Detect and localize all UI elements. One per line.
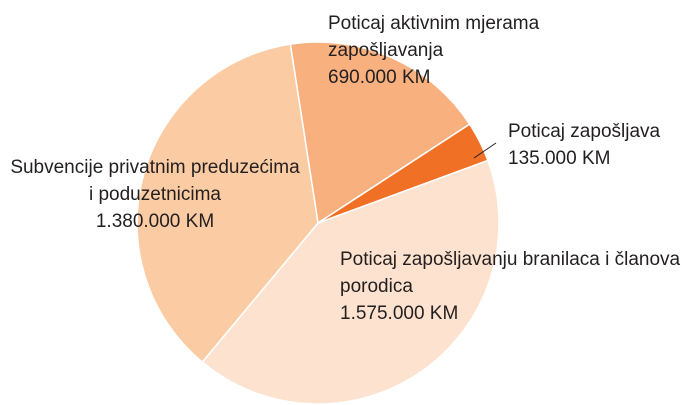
slice-value: 690.000 KM [328,67,431,88]
slice-name: Poticaj aktivnim mjerama zapošljavanja [328,13,540,61]
leader-line [473,142,497,159]
pie-slice [289,41,471,225]
slice-value: 1.575.000 KM [340,303,459,324]
slice-name: Poticaj zapošljava [508,121,661,142]
slice-value: 135.000 KM [508,148,611,169]
slice-label: Poticaj zapošljava 135.000 KM [508,118,682,172]
slice-name: Subvencije privatnim preduzećima i poduz… [10,157,300,205]
pie-slice [201,159,500,405]
slice-name: Poticaj zapošljavanju branilaca i članov… [340,249,681,297]
slice-label: Poticaj zapošljavanju branilaca i članov… [340,246,682,327]
pie-slice [136,43,319,364]
slice-value: 1.380.000 KM [95,211,215,232]
slice-label: Subvencije privatnim preduzećima i poduz… [10,154,300,235]
slice-label: Poticaj aktivnim mjerama zapošljavanja 69… [328,10,628,91]
